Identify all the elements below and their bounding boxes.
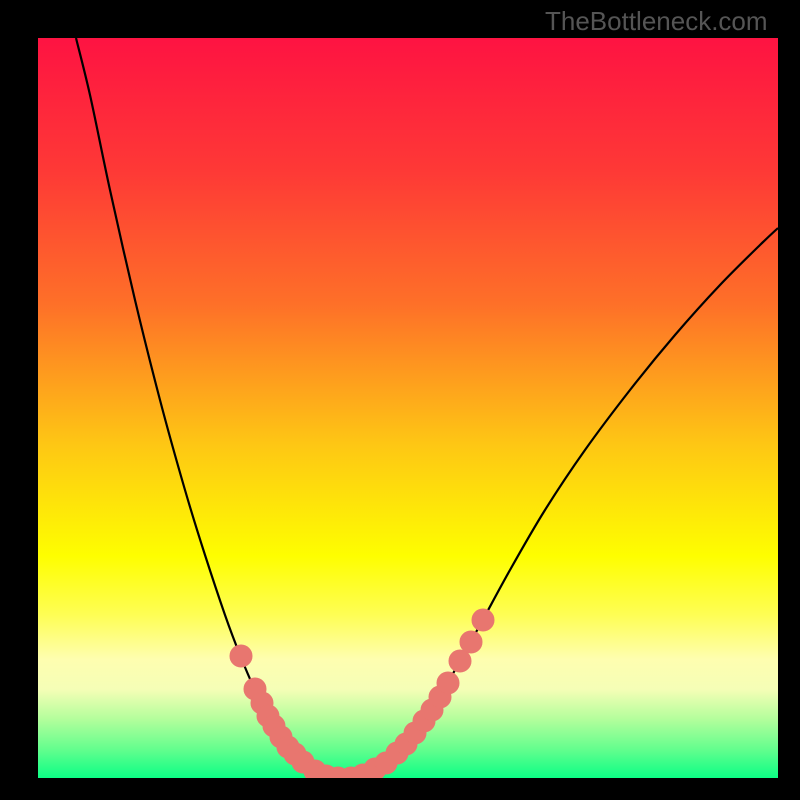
chart-container: TheBottleneck.com <box>0 0 800 800</box>
data-marker <box>230 645 252 667</box>
bottleneck-curve <box>76 38 778 778</box>
data-marker <box>449 650 471 672</box>
data-marker <box>460 631 482 653</box>
curve-overlay <box>0 0 800 800</box>
marker-group <box>230 609 494 789</box>
data-marker <box>437 672 459 694</box>
data-marker <box>472 609 494 631</box>
